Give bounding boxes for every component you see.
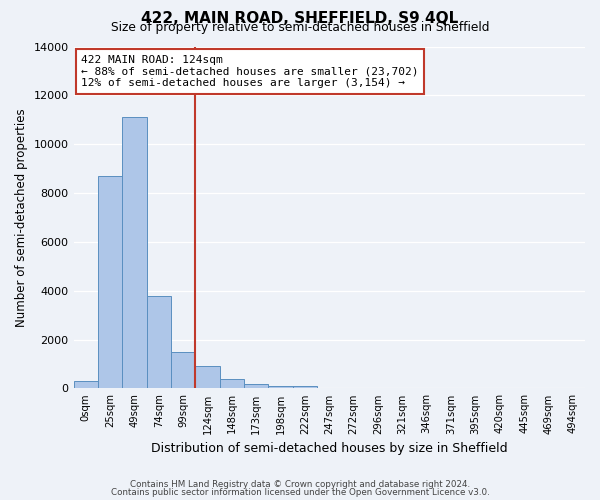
Bar [268, 386, 293, 388]
Bar [244, 384, 268, 388]
Bar [122, 118, 146, 388]
Bar [293, 386, 317, 388]
X-axis label: Distribution of semi-detached houses by size in Sheffield: Distribution of semi-detached houses by … [151, 442, 508, 455]
Bar [146, 296, 171, 388]
Text: Contains HM Land Registry data © Crown copyright and database right 2024.: Contains HM Land Registry data © Crown c… [130, 480, 470, 489]
Bar [98, 176, 122, 388]
Text: 422, MAIN ROAD, SHEFFIELD, S9 4QL: 422, MAIN ROAD, SHEFFIELD, S9 4QL [142, 11, 458, 26]
Bar [196, 366, 220, 388]
Bar [74, 381, 98, 388]
Text: Size of property relative to semi-detached houses in Sheffield: Size of property relative to semi-detach… [111, 22, 489, 35]
Bar [220, 378, 244, 388]
Bar [171, 352, 196, 389]
Y-axis label: Number of semi-detached properties: Number of semi-detached properties [15, 108, 28, 327]
Text: 422 MAIN ROAD: 124sqm
← 88% of semi-detached houses are smaller (23,702)
12% of : 422 MAIN ROAD: 124sqm ← 88% of semi-deta… [81, 55, 419, 88]
Text: Contains public sector information licensed under the Open Government Licence v3: Contains public sector information licen… [110, 488, 490, 497]
